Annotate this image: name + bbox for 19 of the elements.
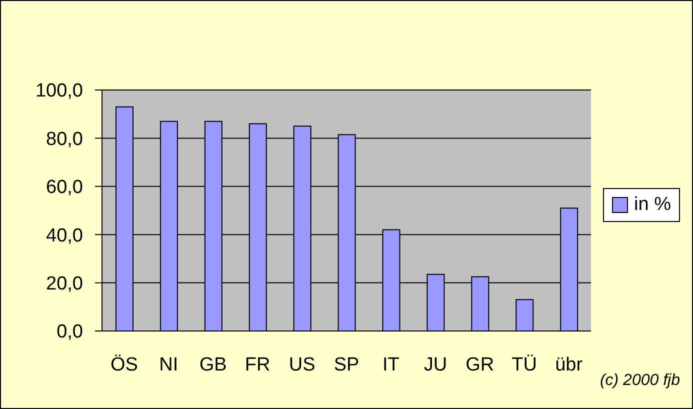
x-tick-label: US [288, 354, 316, 376]
x-tick-label: NI [159, 354, 178, 376]
x-tick-label: JU [424, 354, 448, 376]
y-tick-label: 80,0 [46, 128, 83, 150]
legend-label: in % [634, 194, 671, 216]
x-tick-label: GR [466, 354, 494, 376]
x-tick-label: TÜ [512, 354, 538, 376]
y-tick-label: 40,0 [46, 225, 83, 246]
x-tick-label: übr [555, 354, 584, 376]
y-tick-label: 60,0 [46, 177, 83, 198]
x-tick-label: SP [334, 354, 360, 376]
y-tick-label: 100,0 [35, 80, 83, 102]
x-tick-label: IT [382, 354, 400, 376]
text: (c) 2000 fjb [600, 372, 680, 390]
y-tick-label: 0,0 [56, 322, 83, 343]
x-tick-label: GB [199, 354, 227, 376]
y-tick-label: 20,0 [46, 274, 83, 295]
x-tick-label: ÖS [110, 354, 138, 376]
x-tick-label: FR [244, 354, 270, 376]
